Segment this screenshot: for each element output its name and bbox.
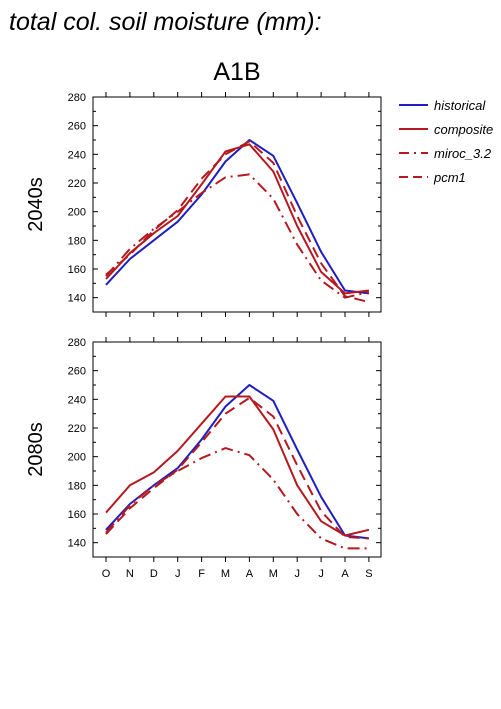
y-axis-label: 2040s: [25, 177, 47, 232]
y-tick-label: 160: [68, 264, 86, 276]
y-tick-label: 280: [68, 92, 86, 104]
x-tick-label: A: [246, 568, 254, 580]
plot-frame: [92, 96, 382, 313]
y-tick-label: 180: [68, 480, 86, 492]
y-tick-label: 180: [68, 235, 86, 247]
y-axis-label: 2080s: [25, 422, 47, 477]
y-tick-label: 240: [68, 149, 86, 161]
y-tick-label: 220: [68, 178, 86, 190]
legend-label-composite: composite: [434, 122, 493, 137]
series-line-pcm1: [105, 396, 369, 540]
panel-1: 140 160 180 200 220 240 260 280 A1B 2040s: [25, 58, 382, 317]
y-tick-label: 220: [68, 423, 86, 435]
series-line-pcm1: [105, 140, 370, 303]
x-tick-label: D: [150, 568, 158, 580]
y-tick-label: 140: [68, 293, 86, 305]
series-line-miroc-3-2: [105, 447, 369, 550]
x-tick-label: O: [102, 568, 111, 580]
page-title: total col. soil moisture (mm):: [9, 8, 322, 36]
chart-title: A1B: [213, 58, 260, 86]
legend-label-miroc-3-2: miroc_3.2: [434, 146, 492, 161]
y-tick-label: 280: [68, 337, 86, 349]
x-tick-label: J: [318, 568, 324, 580]
y-tick-label: 260: [68, 366, 86, 378]
y-tick-label: 200: [68, 207, 86, 219]
legend-label-pcm1: pcm1: [433, 170, 466, 185]
x-tick-label: J: [175, 568, 181, 580]
y-tick-label: 240: [68, 394, 86, 406]
x-tick-label: J: [294, 568, 300, 580]
y-tick-label: 140: [68, 538, 86, 550]
y-tick-label: 260: [68, 121, 86, 133]
plot-frame: [92, 341, 382, 558]
y-tick-label: 200: [68, 452, 86, 464]
x-tick-label: F: [198, 568, 205, 580]
x-tick-label: M: [221, 568, 230, 580]
x-tick-label: S: [365, 568, 372, 580]
x-tick-label: A: [341, 568, 349, 580]
series-line-composite: [105, 395, 370, 537]
series-line-miroc-3-2: [105, 173, 370, 299]
x-tick-label: M: [269, 568, 278, 580]
series-line-historical: [105, 384, 370, 540]
series-line-composite: [105, 143, 370, 295]
series-line-historical: [105, 139, 370, 295]
panel-2: 140 160 180 200 220 240 260 280 O N D J F M A M J J A S 2080…: [25, 337, 382, 580]
legend-label-historical: historical: [434, 98, 486, 113]
y-tick-label: 160: [68, 509, 86, 521]
legend: historical composite miroc_3.2 pcm1: [399, 98, 493, 185]
x-tick-label: N: [126, 568, 134, 580]
